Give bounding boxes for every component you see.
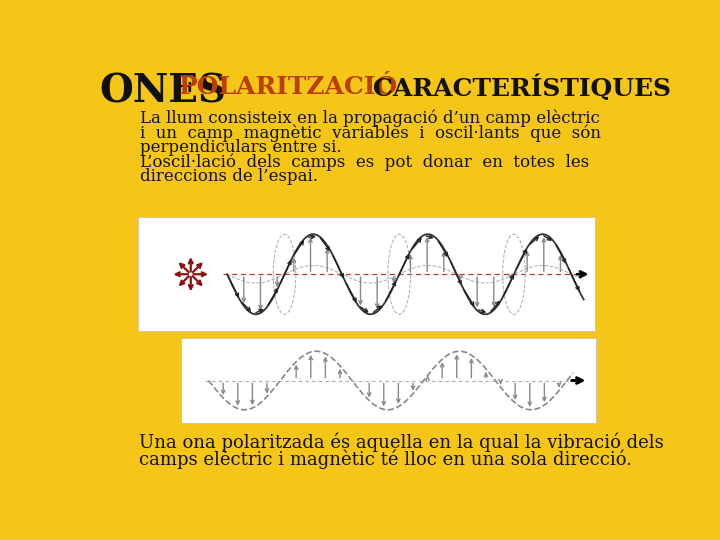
Text: L’oscil·lació  dels  camps  es  pot  donar  en  totes  les: L’oscil·lació dels camps es pot donar en… (140, 153, 590, 171)
Text: POLARITZACIÓ: POLARITZACIÓ (179, 75, 398, 99)
Text: direccions de l’espai.: direccions de l’espai. (140, 168, 318, 185)
Text: CARACTERÍSTIQUES: CARACTERÍSTIQUES (373, 75, 671, 102)
Text: perpendiculars entre si.: perpendiculars entre si. (140, 139, 342, 156)
Text: ONES: ONES (99, 72, 226, 111)
Text: camps elèctric i magnètic té lloc en una sola direcció.: camps elèctric i magnètic té lloc en una… (139, 449, 632, 469)
Text: La llum consisteix en la propagació d’un camp elèctric: La llum consisteix en la propagació d’un… (140, 110, 600, 127)
Text: Una ona polaritzada és aquella en la qual la vibració dels: Una ona polaritzada és aquella en la qua… (139, 433, 664, 453)
Bar (138, 217, 595, 331)
Bar (181, 338, 596, 423)
Text: i  un  camp  magnètic  variables  i  oscil·lants  que  són: i un camp magnètic variables i oscil·lan… (140, 124, 601, 141)
